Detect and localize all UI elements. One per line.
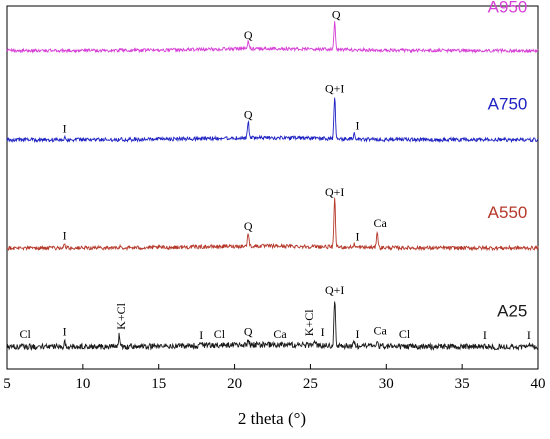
x-axis: 5 10 15 20 25 30 35 40 (3, 364, 546, 392)
x-tick-label: 5 (3, 376, 11, 392)
peak-label: Cl (399, 327, 411, 341)
peak-label: Cl (20, 327, 32, 341)
peak-label: I (527, 328, 531, 342)
peak-label: Q (244, 219, 253, 233)
peak-label: Q+I (325, 81, 344, 95)
series-label: A25 (497, 301, 527, 320)
peak-label: I (483, 328, 487, 342)
peak-label: Cl (214, 327, 226, 341)
series-line-a25 (6, 301, 539, 352)
x-tick-label: 15 (151, 376, 166, 392)
x-tick-label: 30 (379, 376, 394, 392)
peak-label: Q+I (325, 185, 344, 199)
peak-label: I (63, 122, 67, 136)
series-label: A750 (488, 94, 528, 113)
x-axis-label: 2 theta (°) (238, 409, 306, 428)
peak-label: Q (244, 325, 253, 339)
x-tick-label: 10 (75, 376, 90, 392)
peak-label: K+Cl (302, 309, 316, 336)
peak-label: Q (244, 108, 253, 122)
peak-label: Q+I (325, 283, 344, 297)
x-tick-label: 35 (455, 376, 470, 392)
series-label: A550 (488, 203, 528, 222)
peak-label: Ca (374, 216, 388, 230)
peak-label: Q (332, 7, 341, 21)
peak-label: I (355, 327, 359, 341)
series-line-a550 (6, 197, 539, 252)
x-tick-label: 40 (531, 376, 546, 392)
peak-label: I (199, 328, 203, 342)
peak-label: I (355, 119, 359, 133)
x-tick-label: 20 (227, 376, 242, 392)
x-tick-label: 25 (303, 376, 318, 392)
peak-label: I (63, 325, 67, 339)
series-label: A950 (488, 0, 528, 16)
series-line-a750 (6, 97, 539, 144)
chart-frame (6, 5, 539, 370)
peak-label: I (321, 325, 325, 339)
peak-label: Ca (374, 323, 388, 337)
peak-label: I (63, 229, 67, 243)
peak-label: Ca (273, 327, 287, 341)
peak-label: Q (244, 28, 253, 42)
series-line-a950 (6, 21, 539, 54)
peak-label: I (355, 229, 359, 243)
peak-label: K+Cl (114, 302, 128, 329)
